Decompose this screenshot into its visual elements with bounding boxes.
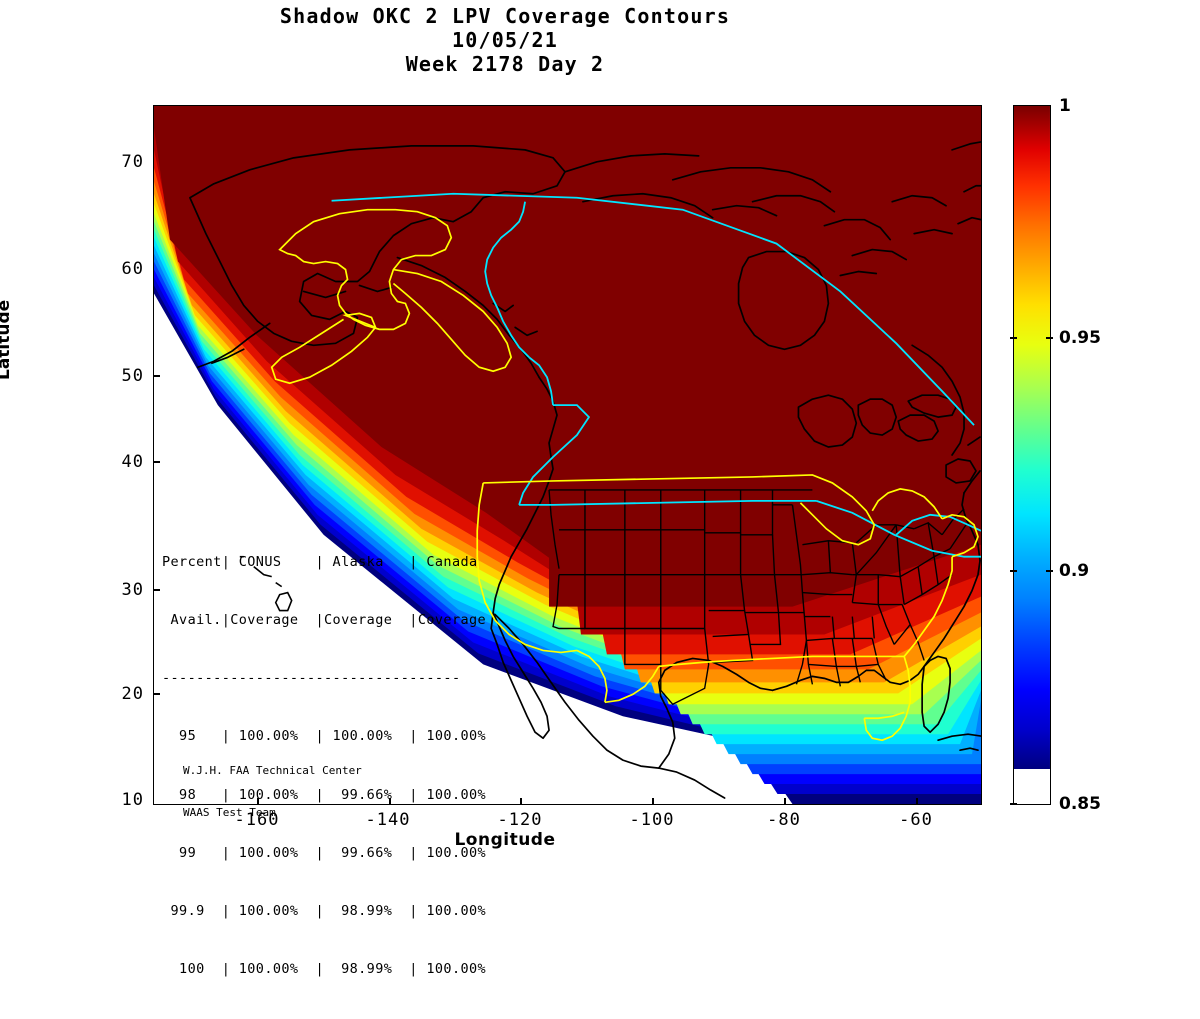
colorbar-gradient (1014, 106, 1050, 770)
xtick-label--80: -80 (767, 810, 801, 830)
coverage-contour-bands (154, 106, 981, 804)
ytick-mark-20 (153, 693, 160, 695)
ytick-label-50: 50 (121, 366, 144, 386)
xtick-label--60: -60 (899, 810, 933, 830)
ytick-label-10: 10 (121, 790, 144, 810)
ytick-label-30: 30 (121, 580, 144, 600)
map-canvas (154, 106, 981, 804)
stats-separator: ----------------------------------- (162, 670, 461, 687)
map-plot-area (153, 105, 982, 805)
stats-row-98: 98 | 100.00% | 99.66% | 100.00% (162, 786, 487, 803)
figure-canvas: Shadow OKC 2 LPV Coverage Contours 10/05… (0, 4, 1101, 978)
credit-text: W.J.H. FAA Technical Center WAAS Test Te… (183, 736, 362, 848)
xtick-mark--80 (784, 798, 786, 805)
colorbar-tick-0-9-right (1046, 570, 1053, 572)
colorbar-label-1: 1 (1059, 96, 1071, 116)
colorbar-tick-0-85 (1010, 803, 1017, 805)
colorbar-strip (1013, 105, 1051, 805)
credit-line-2: WAAS Test Team (183, 806, 276, 819)
service-region-outline (270, 208, 979, 742)
stats-row-100: 100 | 100.00% | 98.99% | 100.00% (162, 961, 487, 978)
colorbar-tick-0-95 (1010, 337, 1017, 339)
title-line-2: 10/05/21 (452, 28, 558, 52)
canada-region-outline (331, 192, 981, 558)
ytick-label-20: 20 (121, 684, 144, 704)
state-borders (548, 489, 967, 706)
colorbar: 1 0.95 0.9 0.85 (1010, 96, 1101, 814)
colorbar-label-0-95: 0.95 (1059, 328, 1101, 348)
xtick-mark--100 (652, 798, 654, 805)
title-line-3: Week 2178 Day 2 (405, 52, 605, 76)
ytick-label-70: 70 (121, 152, 144, 172)
stats-header-row-2: Avail.|Coverage |Coverage |Coverage (162, 612, 487, 629)
colorbar-label-0-9: 0.9 (1059, 561, 1090, 581)
colorbar-label-0-85: 0.85 (1059, 794, 1101, 814)
x-axis-label: Longitude (454, 830, 556, 850)
xtick-label--160: -160 (234, 810, 280, 830)
coastlines (189, 141, 981, 799)
stats-row-99: 99 | 100.00% | 99.66% | 100.00% (162, 844, 487, 861)
credit-line-1: W.J.H. FAA Technical Center (183, 764, 362, 777)
title-line-1: Shadow OKC 2 LPV Coverage Contours (279, 4, 731, 28)
stats-row-99-9: 99.9 | 100.00% | 98.99% | 100.00% (162, 903, 487, 920)
ytick-mark-30 (153, 589, 160, 591)
xtick-mark--60 (916, 798, 918, 805)
colorbar-tick-0-9 (1010, 570, 1017, 572)
stats-row-95: 95 | 100.00% | 100.00% | 100.00% (162, 728, 487, 745)
xtick-mark--120 (520, 798, 522, 805)
ytick-mark-50 (153, 375, 160, 377)
hawaii-islands (239, 555, 293, 612)
coverage-contour-map (154, 106, 981, 804)
chart-title: Shadow OKC 2 LPV Coverage Contours 10/05… (0, 4, 1010, 76)
xtick-label--140: -140 (365, 810, 411, 830)
ytick-label-60: 60 (121, 259, 144, 279)
y-axis-label: Latitude (0, 299, 14, 380)
colorbar-tick-0-95-right (1046, 337, 1053, 339)
xtick-mark--160 (257, 798, 259, 805)
xtick-label--100: -100 (629, 810, 675, 830)
xtick-label--120: -120 (497, 810, 543, 830)
stats-header-row-1: Percent| CONUS | Alaska | Canada (162, 553, 478, 570)
xtick-mark--140 (389, 798, 391, 805)
ytick-label-40: 40 (121, 452, 144, 472)
ytick-mark-40 (153, 461, 160, 463)
